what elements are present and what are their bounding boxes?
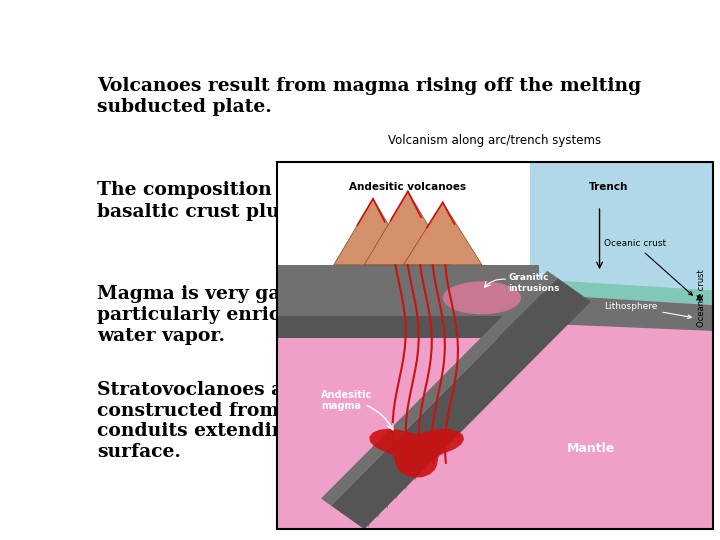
Text: Granitic
intrusions: Granitic intrusions: [508, 273, 559, 293]
Polygon shape: [364, 440, 438, 528]
Polygon shape: [539, 294, 713, 331]
Text: Trench: Trench: [588, 182, 628, 192]
Polygon shape: [277, 162, 713, 529]
Polygon shape: [530, 162, 713, 291]
Text: Stratovoclanoes are
constructed from feeder
conduits extending to the
surface.: Stratovoclanoes are constructed from fee…: [97, 381, 367, 461]
Text: Oceanic crust: Oceanic crust: [604, 239, 693, 295]
Text: Mantle: Mantle: [567, 442, 615, 455]
Polygon shape: [277, 162, 530, 265]
Text: Andesitic volcanoes: Andesitic volcanoes: [349, 182, 467, 192]
Text: Andesitic
magma: Andesitic magma: [321, 390, 372, 411]
Text: Volcanism along arc/trench systems: Volcanism along arc/trench systems: [388, 134, 602, 147]
Ellipse shape: [443, 281, 521, 314]
Text: Oceanic crust: Oceanic crust: [697, 269, 706, 327]
Polygon shape: [539, 280, 713, 305]
Polygon shape: [403, 202, 482, 265]
Text: Magma is very gaseous,
particularly enriched with
water vapor.: Magma is very gaseous, particularly enri…: [97, 285, 372, 345]
Polygon shape: [364, 191, 451, 265]
Polygon shape: [277, 265, 539, 316]
Text: Volcanoes result from magma rising off the melting
subducted plate.: Volcanoes result from magma rising off t…: [97, 77, 642, 116]
Polygon shape: [331, 278, 591, 529]
Polygon shape: [277, 316, 539, 338]
Text: The composition of the magma is andesitic (melted
basaltic crust plus sediment c: The composition of the magma is andesiti…: [97, 181, 637, 220]
Polygon shape: [334, 199, 413, 265]
Polygon shape: [321, 271, 557, 505]
Text: Lithosphere: Lithosphere: [604, 302, 691, 319]
Polygon shape: [369, 429, 464, 478]
